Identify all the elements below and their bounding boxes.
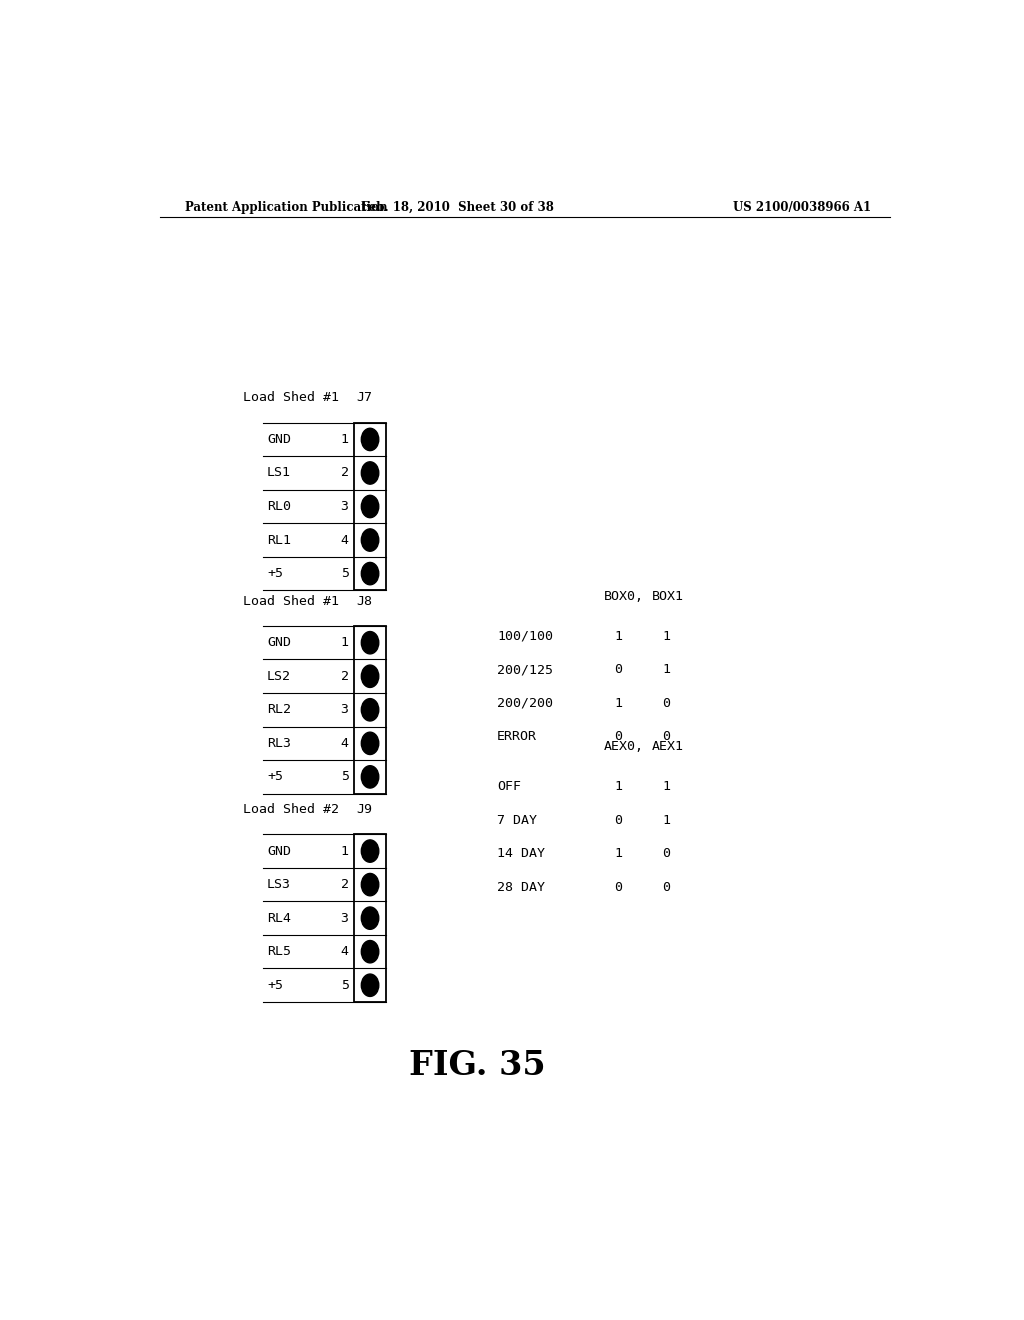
Text: 0: 0: [663, 847, 670, 861]
Circle shape: [361, 665, 379, 688]
Circle shape: [361, 874, 379, 896]
Text: RL2: RL2: [267, 704, 291, 717]
Circle shape: [361, 562, 379, 585]
Text: 1: 1: [663, 663, 670, 676]
Text: 1: 1: [341, 845, 348, 858]
Text: Load Shed #2: Load Shed #2: [243, 803, 339, 816]
Text: RL3: RL3: [267, 737, 291, 750]
Text: GND: GND: [267, 636, 291, 649]
Circle shape: [361, 766, 379, 788]
Text: FIG. 35: FIG. 35: [409, 1048, 546, 1081]
Circle shape: [361, 428, 379, 450]
Circle shape: [361, 907, 379, 929]
Text: +5: +5: [267, 771, 283, 783]
Text: LS3: LS3: [267, 878, 291, 891]
Circle shape: [361, 529, 379, 552]
Text: ERROR: ERROR: [497, 730, 537, 743]
Circle shape: [361, 733, 379, 755]
Circle shape: [361, 974, 379, 997]
Text: OFF: OFF: [497, 780, 521, 793]
Bar: [354, 626, 386, 793]
Text: 0: 0: [663, 730, 670, 743]
Circle shape: [361, 462, 379, 484]
Text: 1: 1: [614, 630, 623, 643]
Text: 4: 4: [341, 945, 348, 958]
Text: 0: 0: [614, 880, 623, 894]
Text: RL5: RL5: [267, 945, 291, 958]
Text: 1: 1: [663, 780, 670, 793]
Text: AEX0,: AEX0,: [604, 741, 644, 752]
Circle shape: [361, 840, 379, 862]
Text: 1: 1: [614, 697, 623, 710]
Text: Load Shed #1: Load Shed #1: [243, 391, 339, 404]
Text: BOX1: BOX1: [652, 590, 684, 602]
Circle shape: [361, 698, 379, 721]
Text: GND: GND: [267, 845, 291, 858]
Text: 1: 1: [614, 780, 623, 793]
Circle shape: [361, 495, 379, 517]
Text: 2: 2: [341, 878, 348, 891]
Text: 7 DAY: 7 DAY: [497, 813, 537, 826]
Text: Load Shed #1: Load Shed #1: [243, 594, 339, 607]
Text: J8: J8: [356, 594, 373, 607]
Text: 200/200: 200/200: [497, 697, 553, 710]
Text: 2: 2: [341, 466, 348, 479]
Text: 1: 1: [663, 630, 670, 643]
Text: LS2: LS2: [267, 669, 291, 682]
Text: +5: +5: [267, 978, 283, 991]
Text: 1: 1: [663, 813, 670, 826]
Text: 3: 3: [341, 500, 348, 513]
Text: LS1: LS1: [267, 466, 291, 479]
Text: 0: 0: [614, 663, 623, 676]
Text: 4: 4: [341, 533, 348, 546]
Text: RL0: RL0: [267, 500, 291, 513]
Text: 0: 0: [663, 697, 670, 710]
Text: 200/125: 200/125: [497, 663, 553, 676]
Text: BOX0,: BOX0,: [604, 590, 644, 602]
Text: 0: 0: [614, 730, 623, 743]
Text: 1: 1: [614, 847, 623, 861]
Text: +5: +5: [267, 568, 283, 579]
Text: 14 DAY: 14 DAY: [497, 847, 545, 861]
Text: 5: 5: [341, 978, 348, 991]
Text: 3: 3: [341, 704, 348, 717]
Text: Patent Application Publication: Patent Application Publication: [185, 201, 388, 214]
Text: 5: 5: [341, 771, 348, 783]
Bar: [354, 834, 386, 1002]
Text: 3: 3: [341, 912, 348, 924]
Text: Feb. 18, 2010  Sheet 30 of 38: Feb. 18, 2010 Sheet 30 of 38: [360, 201, 554, 214]
Text: J7: J7: [356, 391, 373, 404]
Text: US 2100/0038966 A1: US 2100/0038966 A1: [733, 201, 871, 214]
Bar: [354, 422, 386, 590]
Text: 1: 1: [341, 636, 348, 649]
Text: 28 DAY: 28 DAY: [497, 880, 545, 894]
Circle shape: [361, 941, 379, 962]
Text: J9: J9: [356, 803, 373, 816]
Text: RL1: RL1: [267, 533, 291, 546]
Text: 5: 5: [341, 568, 348, 579]
Text: AEX1: AEX1: [652, 741, 684, 752]
Text: 1: 1: [341, 433, 348, 446]
Text: 0: 0: [614, 813, 623, 826]
Text: 100/100: 100/100: [497, 630, 553, 643]
Text: 0: 0: [663, 880, 670, 894]
Circle shape: [361, 631, 379, 653]
Text: GND: GND: [267, 433, 291, 446]
Text: 4: 4: [341, 737, 348, 750]
Text: RL4: RL4: [267, 912, 291, 924]
Text: 2: 2: [341, 669, 348, 682]
